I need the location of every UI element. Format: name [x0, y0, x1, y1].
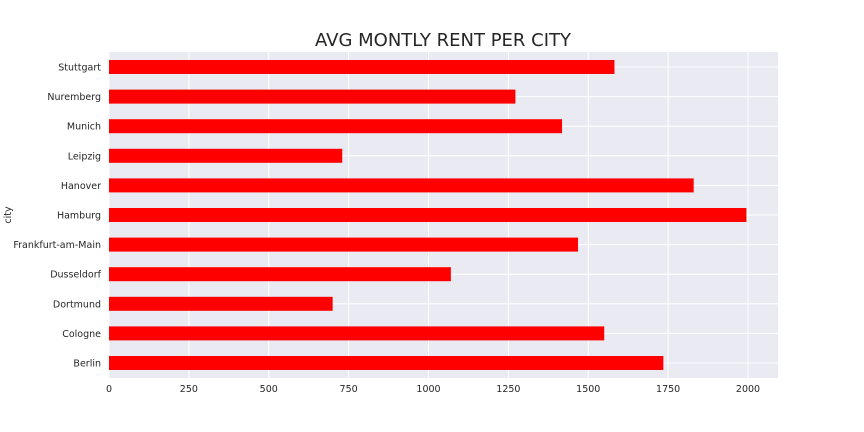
x-tick-label: 250 — [180, 384, 198, 395]
y-tick-label: Berlin — [73, 359, 101, 370]
y-tick-label: Stuttgart — [58, 63, 101, 74]
y-tick-label: Frankfurt-am-Main — [13, 240, 101, 251]
chart-title: AVG MONTLY RENT PER CITY — [315, 30, 572, 51]
x-tick-label: 2000 — [736, 384, 760, 395]
y-tick-label: Cologne — [62, 329, 101, 340]
y-tick-label: Hanover — [61, 181, 101, 192]
x-tick-label: 1250 — [496, 384, 520, 395]
y-axis-label: city — [3, 206, 14, 224]
bar-leipzig — [109, 148, 343, 163]
x-tick-label: 750 — [340, 384, 358, 395]
y-tick-label: Nuremberg — [47, 92, 101, 103]
y-tick-label: Dusseldorf — [50, 270, 101, 281]
bar-frankfurt-am-main — [109, 237, 579, 252]
bar-dusseldorf — [109, 267, 451, 282]
bar-hamburg — [109, 208, 747, 222]
bar-cologne — [109, 326, 605, 341]
bar-hanover — [109, 178, 694, 193]
x-tick-label: 1500 — [576, 384, 600, 395]
x-axis-ticks: 0 250 500 750 1000 1250 1500 1750 2000 — [106, 384, 760, 395]
x-tick-label: 1750 — [656, 384, 680, 395]
x-tick-label: 1000 — [416, 384, 440, 395]
bar-berlin — [109, 356, 664, 370]
y-axis-ticks: Berlin Cologne Dortmund Dusseldorf Frankfurt… — [13, 63, 101, 370]
bar-nuremberg — [109, 89, 516, 104]
bar-series — [109, 60, 747, 370]
y-tick-label: Dortmund — [53, 299, 101, 310]
bar-stuttgart — [109, 60, 615, 74]
bar-dortmund — [109, 296, 333, 311]
y-tick-label: Munich — [67, 122, 101, 133]
x-tick-label: 500 — [260, 384, 278, 395]
y-tick-label: Leipzig — [68, 151, 101, 162]
x-tick-label: 0 — [106, 384, 112, 395]
y-tick-label: Hamburg — [57, 211, 101, 222]
bar-munich — [109, 119, 563, 134]
